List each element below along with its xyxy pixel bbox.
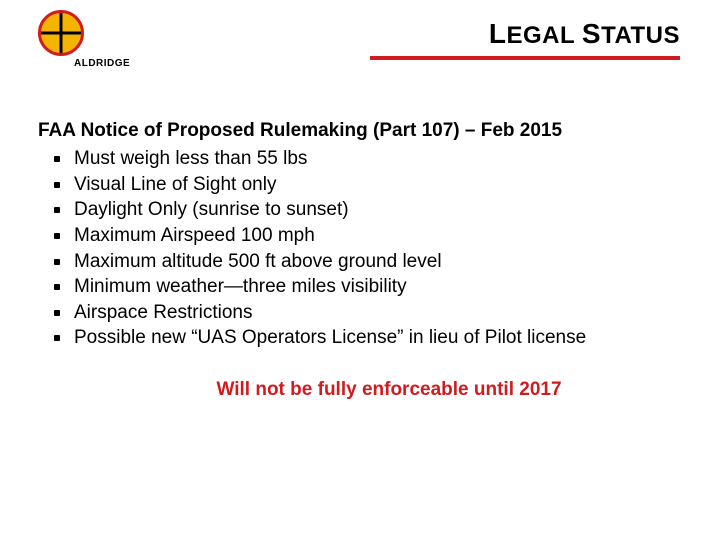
footnote: Will not be fully enforceable until 2017: [38, 379, 680, 401]
bullet-list: Must weigh less than 55 lbs Visual Line …: [38, 146, 680, 351]
logo-icon: [38, 10, 84, 56]
title-rest-1: EGAL: [506, 22, 581, 49]
list-item: Maximum Airspeed 100 mph: [60, 223, 680, 249]
list-item: Maximum altitude 500 ft above ground lev…: [60, 249, 680, 275]
list-item: Daylight Only (sunrise to sunset): [60, 197, 680, 223]
list-item: Airspace Restrictions: [60, 300, 680, 326]
company-logo: ALDRIDGE: [38, 10, 84, 56]
list-item: Visual Line of Sight only: [60, 172, 680, 198]
title-underline: [370, 56, 680, 60]
content-heading: FAA Notice of Proposed Rulemaking (Part …: [38, 120, 680, 142]
slide-header: ALDRIDGE LEGAL STATUS: [0, 0, 720, 70]
title-cap-2: S: [582, 18, 601, 49]
list-item: Must weigh less than 55 lbs: [60, 146, 680, 172]
title-rest-2: TATUS: [601, 22, 680, 49]
slide-content: FAA Notice of Proposed Rulemaking (Part …: [38, 120, 680, 401]
title-cap-1: L: [489, 18, 507, 49]
list-item: Possible new “UAS Operators License” in …: [60, 325, 680, 351]
list-item: Minimum weather—three miles visibility: [60, 274, 680, 300]
page-title: LEGAL STATUS: [489, 18, 680, 50]
logo-text: ALDRIDGE: [74, 58, 130, 69]
